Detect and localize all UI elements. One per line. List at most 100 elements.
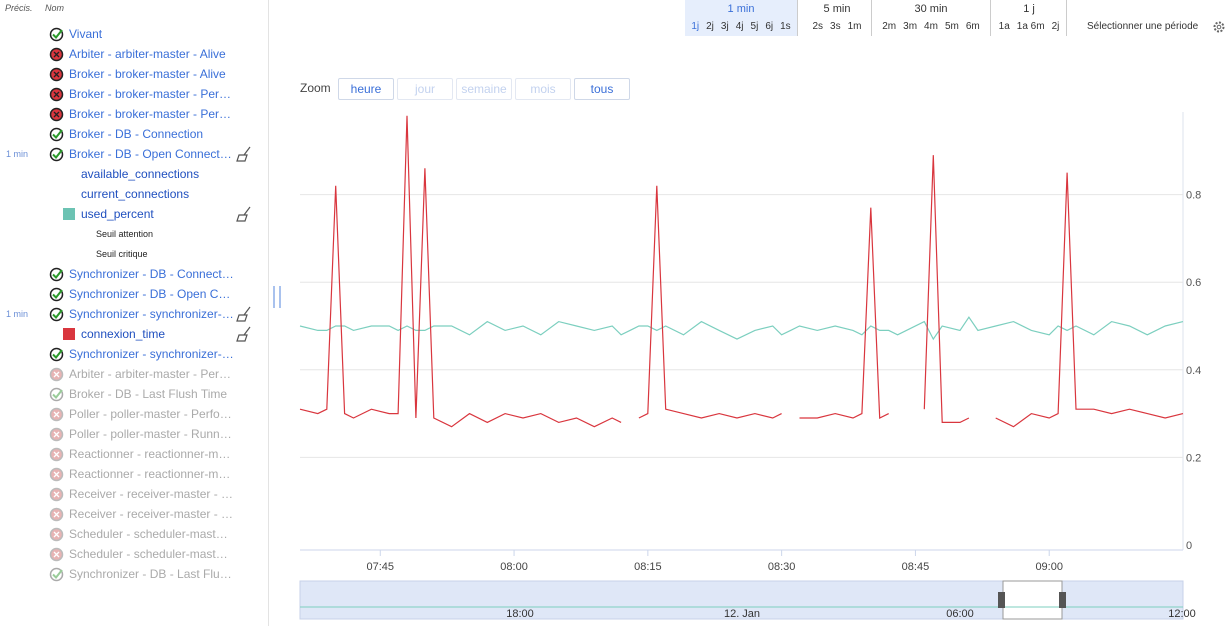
x-tick-label: 09:00 [1035,561,1063,573]
range-button[interactable]: 2s [812,21,824,32]
item-label[interactable]: Broker - broker-master - Per… [69,107,232,121]
splitter[interactable] [273,286,281,308]
y-tick-label: 0.4 [1186,365,1201,377]
icon-ring [49,287,64,302]
x-tick-label: 08:00 [500,561,528,573]
icon-x [53,371,60,378]
metric-label[interactable]: available_connections [81,167,200,181]
status-icon [49,547,64,562]
broom-icon[interactable] [236,306,254,322]
icon-ring [49,267,64,282]
range-button[interactable]: 1a [998,21,1010,32]
range-button[interactable]: 4j [735,21,744,32]
range-button[interactable]: 5m [944,21,959,32]
item-label[interactable]: Broker - broker-master - Alive [69,67,226,81]
range-button[interactable]: 2j [706,21,714,32]
color-swatch [63,328,75,340]
navigator-window [1002,580,1063,620]
range-button[interactable]: 2m [882,21,897,32]
icon-x [53,91,60,98]
item-label[interactable]: Broker - DB - Last Flush Time [69,387,228,401]
y-tick-label: 0 [1186,540,1192,552]
navigator-handle[interactable] [1059,592,1066,608]
item-label[interactable]: Synchronizer - synchronizer-… [69,307,234,321]
range-button[interactable]: 3j [720,21,729,32]
metric-label[interactable]: current_connections [81,187,190,201]
group-label[interactable]: 1 min [727,3,755,15]
item-label[interactable]: Synchronizer - DB - Last Flu… [69,567,232,581]
settings-icon[interactable] [1212,20,1226,34]
range-button[interactable]: 6m [965,21,980,32]
icon-x [53,551,60,558]
item-label[interactable]: Broker - DB - Connection [69,127,204,141]
item-label[interactable]: Seuil critique [96,249,148,259]
item-label[interactable]: Poller - poller-master - Perfo… [69,407,232,421]
item-label[interactable]: Synchronizer - DB - Connect… [69,267,234,281]
metric-label[interactable]: used_percent [81,207,154,221]
item-label[interactable]: Broker - broker-master - Per… [69,87,232,101]
broom-icon[interactable] [236,206,254,222]
item-label[interactable]: Vivant [69,27,103,41]
item-label[interactable]: Arbiter - arbiter-master - Alive [69,47,226,61]
range-button[interactable]: 1j [691,21,700,32]
icon-ring [49,387,64,402]
item-label[interactable]: Poller - poller-master - Runn… [69,427,232,441]
zoom-button: jour [397,78,453,100]
select-period[interactable]: Sélectionner une période [1087,21,1199,32]
navigator-label: 12:00 [1168,608,1196,620]
range-button[interactable]: 1m [847,21,862,32]
icon-x [53,511,60,518]
broom [236,146,251,162]
x-tick-label: 08:30 [768,561,796,573]
zoom-button: semaine [456,78,512,100]
status-icon [49,387,64,402]
icon-x [53,431,60,438]
item-label[interactable]: Scheduler - scheduler-mast… [69,527,228,541]
icon-x [53,71,60,78]
range-button[interactable]: 1a 6m [1016,21,1045,32]
zoom-label: Zoom [300,81,331,95]
status-icon [49,107,64,122]
col-precision: Précis. [5,3,33,13]
item-label[interactable]: Seuil attention [96,229,154,239]
item-label[interactable]: Broker - DB - Open Connect… [69,147,232,161]
broom-icon[interactable] [236,146,254,162]
range-button[interactable]: 2j [1051,21,1060,32]
status-icon [49,447,64,462]
zoom-button[interactable]: heure [338,78,394,100]
range-button[interactable]: 3m [903,21,918,32]
status-icon [49,507,64,522]
icon-check [52,389,63,399]
broom-icon[interactable] [236,326,254,342]
item-label[interactable]: Receiver - receiver-master - … [69,487,234,501]
range-button[interactable]: 5j [750,21,759,32]
navigator-label: 06:00 [946,608,974,620]
group-label[interactable]: 1 j [1023,3,1035,15]
icon-x [53,411,60,418]
item-label[interactable]: Reactionner - reactionner-m… [69,447,231,461]
x-tick-label: 08:45 [902,561,930,573]
range-button[interactable]: 3s [830,21,841,32]
item-label[interactable]: Reactionner - reactionner-m… [69,467,231,481]
icon-check [52,29,63,39]
sidebar: Précis. Nom Vivant Arbiter - arbiter-mast… [0,0,269,626]
metric-label[interactable]: connexion_time [81,327,166,341]
group-label[interactable]: 30 min [914,3,948,15]
item-label[interactable]: Arbiter - arbiter-master - Per… [69,367,232,381]
range-button[interactable]: 4m [924,21,938,32]
item-label[interactable]: Scheduler - scheduler-mast… [69,547,228,561]
status-icon [49,467,64,482]
toolbar: Sélectionner une période 1 min 1j 2j 3j 4j 5j… [0,0,1227,40]
range-button[interactable]: 1s [780,21,791,32]
series-line [299,115,1184,428]
range-button[interactable]: 6j [765,21,774,32]
navigator-handle[interactable] [998,592,1005,608]
item-label[interactable]: Receiver - receiver-master - … [69,507,234,521]
icon-check [52,129,63,139]
group-label[interactable]: 5 min [823,3,851,15]
zoom-button[interactable]: tous [574,78,630,100]
item-label[interactable]: Synchronizer - DB - Open C… [69,287,231,301]
status-icon [49,267,64,282]
item-label[interactable]: Synchronizer - synchronizer-… [69,347,234,361]
